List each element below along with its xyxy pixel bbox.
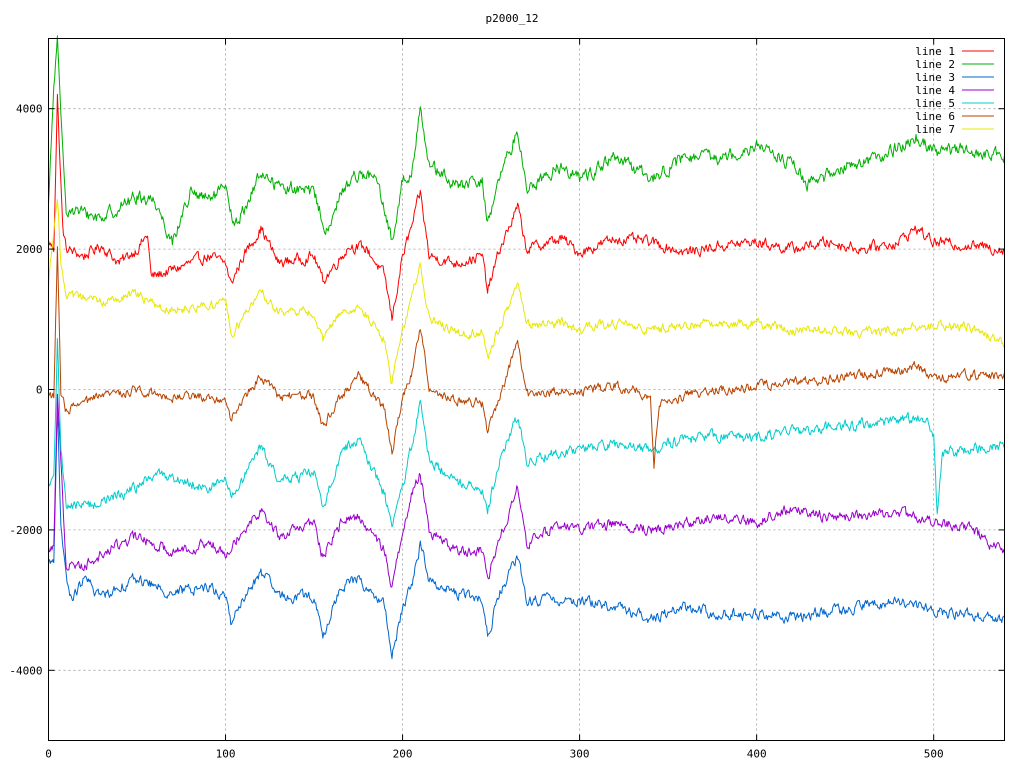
legend-label: line 2 (915, 58, 955, 71)
series-line-1 (48, 93, 1005, 321)
legend-label: line 7 (915, 123, 955, 136)
y-axis: -4000 -2000 0 2000 4000 (9, 103, 1005, 677)
legend-label: line 3 (915, 71, 955, 84)
series-line-2 (48, 35, 1005, 246)
legend-label: line 4 (915, 84, 955, 97)
x-tick-label: 500 (924, 748, 944, 761)
series-line-7 (48, 199, 1005, 384)
x-tick-label: 0 (45, 748, 52, 761)
x-axis: 0 100 200 300 400 500 (45, 38, 944, 761)
y-tick-label: -4000 (9, 664, 42, 677)
series-group (48, 35, 1005, 660)
series-line-5 (48, 338, 1005, 528)
x-tick-label: 200 (393, 748, 413, 761)
y-tick-label: 4000 (16, 103, 43, 116)
y-tick-label: 2000 (16, 243, 43, 256)
series-line-4 (48, 393, 1005, 588)
x-tick-label: 100 (216, 748, 236, 761)
x-tick-label: 400 (747, 748, 767, 761)
legend-label: line 6 (915, 110, 955, 123)
y-tick-label: -2000 (9, 524, 42, 537)
legend-label: line 5 (915, 97, 955, 110)
x-tick-label: 300 (570, 748, 590, 761)
series-line-6 (48, 246, 1005, 469)
series-line-3 (48, 402, 1005, 660)
y-tick-label: 0 (36, 384, 43, 397)
legend-label: line 1 (915, 45, 955, 58)
chart-title: p2000_12 (486, 12, 539, 25)
